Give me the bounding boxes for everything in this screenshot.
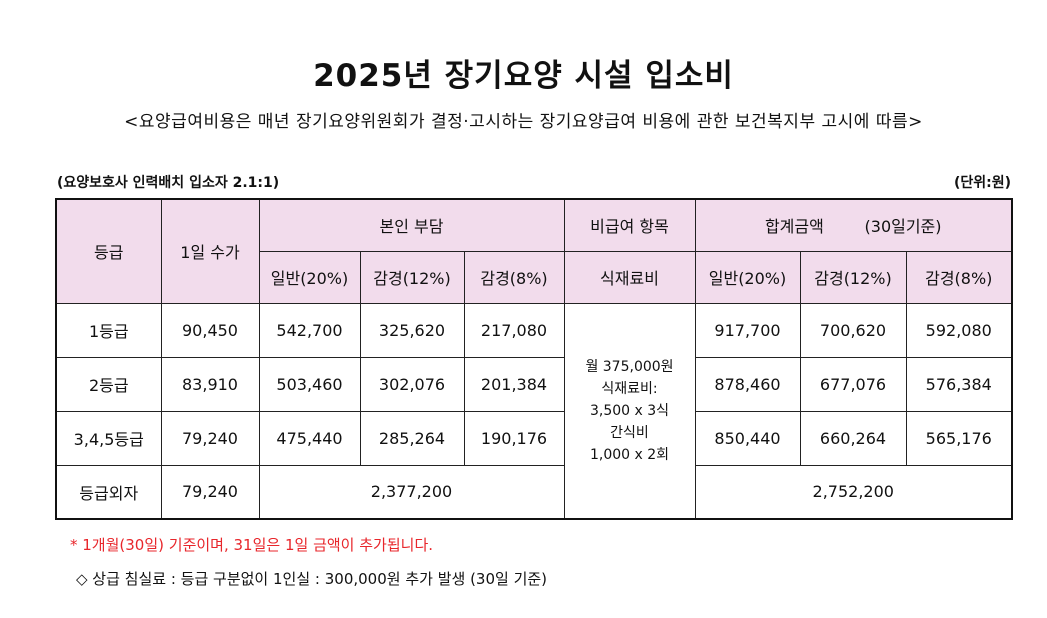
- total-general-cell: 917,700: [694, 302, 801, 358]
- self-reduced8-cell: 217,080: [463, 302, 565, 358]
- table-row: 3,4,5등급 79,240 475,440 285,264 190,176 8…: [55, 410, 1013, 466]
- header-grade: 등급: [55, 198, 162, 304]
- daily-fee-cell: 83,910: [160, 356, 260, 412]
- total-combined-cell: 2,752,200: [694, 464, 1013, 520]
- self-general-cell: 503,460: [258, 356, 361, 412]
- snack-label: 간식비: [610, 424, 649, 441]
- total-reduced8-cell: 592,080: [905, 302, 1013, 358]
- grade-cell: 1등급: [55, 302, 162, 358]
- snack-detail: 1,000 x 2회: [589, 446, 670, 463]
- total-general-cell: 850,440: [694, 410, 801, 466]
- total-reduced12-cell: 677,076: [799, 356, 907, 412]
- self-general-cell: 475,440: [258, 410, 361, 466]
- self-reduced12-cell: 325,620: [359, 302, 465, 358]
- self-reduced12-cell: 302,076: [359, 356, 465, 412]
- header-self-reduced12: 감경(12%): [359, 250, 465, 304]
- fee-table: 등급 1일 수가 본인 부담 비급여 항목 합계금액 (30일기준) 일반(20…: [55, 198, 1013, 520]
- header-total-reduced12: 감경(12%): [799, 250, 907, 304]
- header-self-general: 일반(20%): [258, 250, 361, 304]
- daily-fee-cell: 79,240: [160, 464, 260, 520]
- total-reduced8-cell: 565,176: [905, 410, 1013, 466]
- table-row: 2등급 83,910 503,460 302,076 201,384 878,4…: [55, 356, 1013, 412]
- grade-cell: 2등급: [55, 356, 162, 412]
- header-total: 합계금액 (30일기준): [694, 198, 1013, 252]
- total-reduced8-cell: 576,384: [905, 356, 1013, 412]
- header-daily-fee: 1일 수가: [160, 198, 260, 304]
- page-subtitle: <요양급여비용은 매년 장기요양위원회가 결정·고시하는 장기요양급여 비용에 …: [124, 112, 923, 132]
- daily-fee-cell: 79,240: [160, 410, 260, 466]
- header-self-reduced8: 감경(8%): [463, 250, 565, 304]
- table-row: 1등급 90,450 542,700 325,620 217,080 월 375…: [55, 302, 1013, 520]
- self-reduced8-cell: 190,176: [463, 410, 565, 466]
- grade-cell: 3,4,5등급: [55, 410, 162, 466]
- total-reduced12-cell: 700,620: [799, 302, 907, 358]
- self-combined-cell: 2,377,200: [258, 464, 565, 520]
- header-meal: 식재료비: [563, 250, 696, 304]
- meal-label: 식재료비:: [601, 380, 658, 397]
- meal-cost-cell: 월 375,000원 식재료비: 3,500 x 3식 간식비 1,000 x …: [563, 302, 696, 520]
- self-reduced8-cell: 201,384: [463, 356, 565, 412]
- footnote-31-days: * 1개월(30일) 기준이며, 31일은 1일 금액이 추가됩니다.: [70, 536, 434, 554]
- meal-detail: 3,500 x 3식: [589, 402, 670, 419]
- premium-room-note: ◇ 상급 침실료 : 등급 구분없이 1인실 : 300,000원 추가 발생 …: [76, 570, 548, 588]
- header-total-reduced8: 감경(8%): [905, 250, 1013, 304]
- header-total-general: 일반(20%): [694, 250, 801, 304]
- header-non-covered: 비급여 항목: [563, 198, 696, 252]
- table-row: 등급외자 79,240 2,377,200 2,752,200: [55, 464, 1013, 520]
- page-title: 2025년 장기요양 시설 입소비: [313, 58, 734, 94]
- unit-caption: (단위:원): [953, 175, 1011, 191]
- meal-monthly: 월 375,000원: [585, 358, 674, 375]
- daily-fee-cell: 90,450: [160, 302, 260, 358]
- header-self-pay: 본인 부담: [258, 198, 565, 252]
- total-reduced12-cell: 660,264: [799, 410, 907, 466]
- self-general-cell: 542,700: [258, 302, 361, 358]
- total-general-cell: 878,460: [694, 356, 801, 412]
- grade-cell: 등급외자: [55, 464, 162, 520]
- self-reduced12-cell: 285,264: [359, 410, 465, 466]
- staffing-ratio-caption: (요양보호사 인력배치 입소자 2.1:1): [57, 175, 280, 191]
